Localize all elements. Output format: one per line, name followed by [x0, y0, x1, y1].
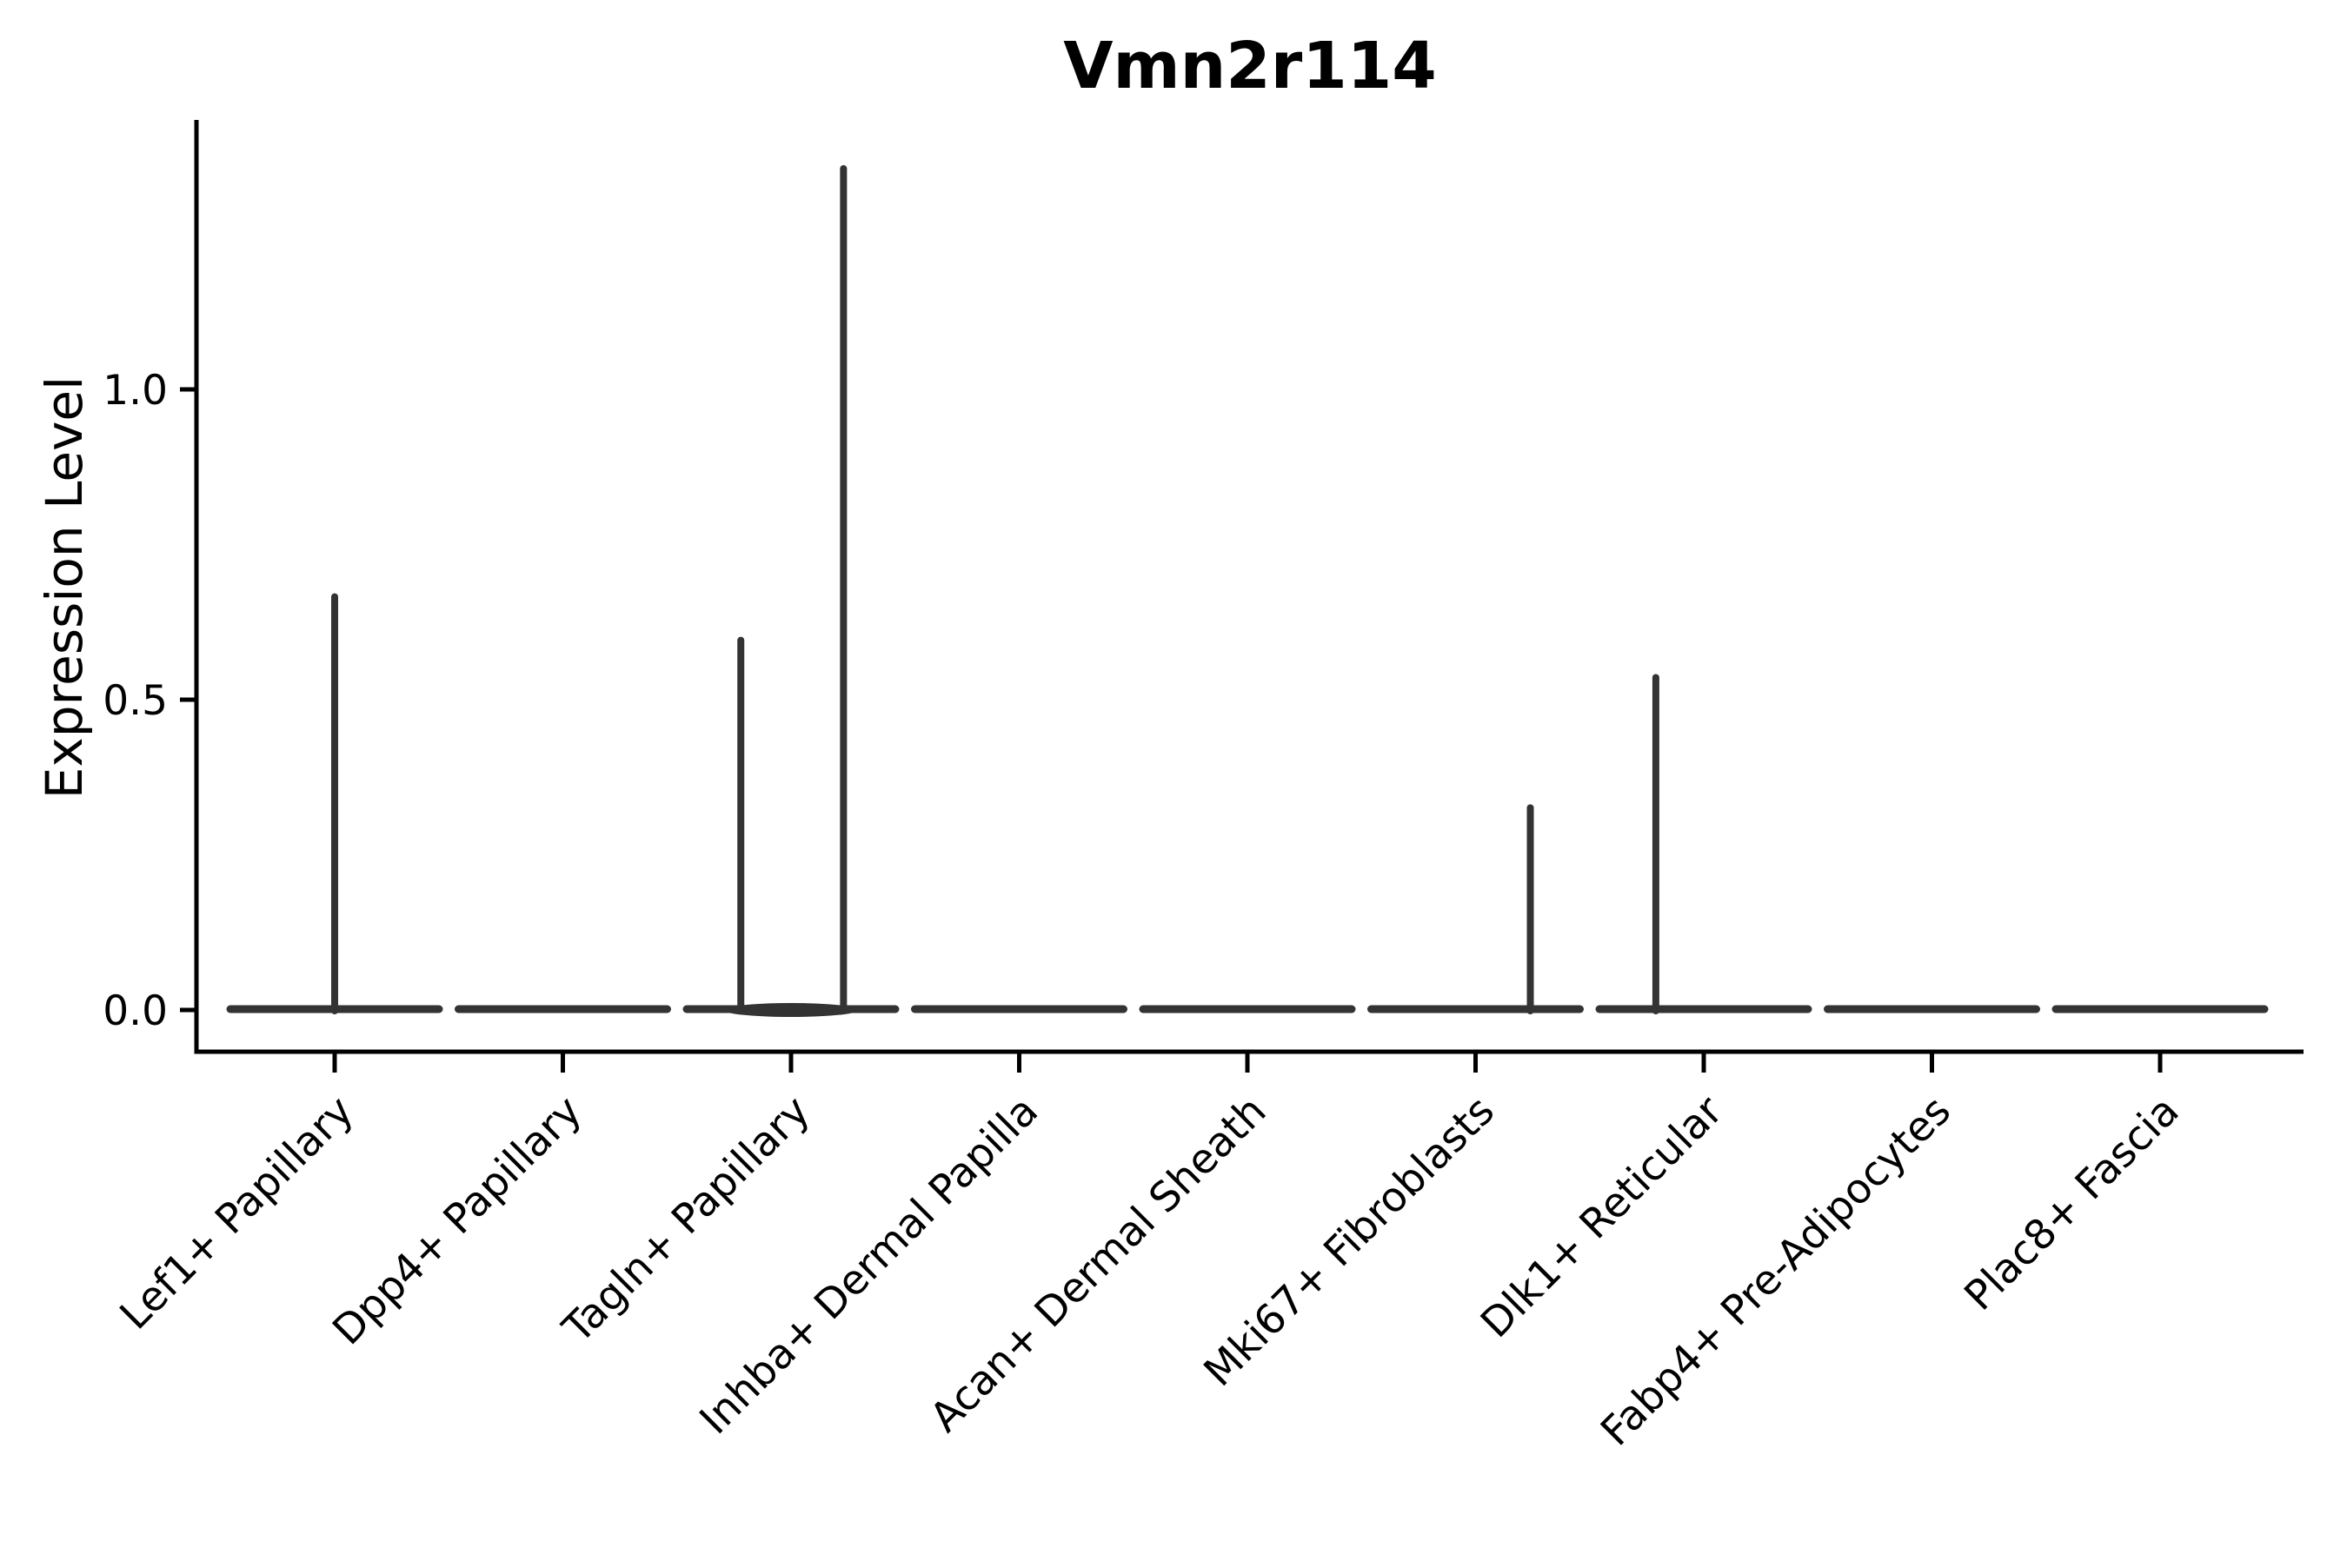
violins — [226, 164, 2269, 1017]
y-ticks: 0.0 0.5 1.0 — [103, 367, 196, 1035]
y-tick-label: 0.0 — [103, 987, 168, 1035]
x-tick-label: Plac8+ Fascia — [1956, 1087, 2189, 1320]
x-tick-label: Tagln+ Papillary — [554, 1087, 820, 1353]
axes — [194, 120, 2304, 1054]
y-tick-label: 0.5 — [103, 677, 168, 725]
x-tick-label: Lef1+ Papillary — [111, 1087, 363, 1339]
y-tick-label: 1.0 — [103, 367, 168, 415]
page-title: Vmn2r114 — [1063, 29, 1437, 103]
x-tick-label: Dlk1+ Reticular — [1472, 1086, 1732, 1347]
x-tick-label: Dpp4+ Papillary — [323, 1087, 591, 1355]
y-axis-label: Expression Level — [35, 376, 94, 799]
